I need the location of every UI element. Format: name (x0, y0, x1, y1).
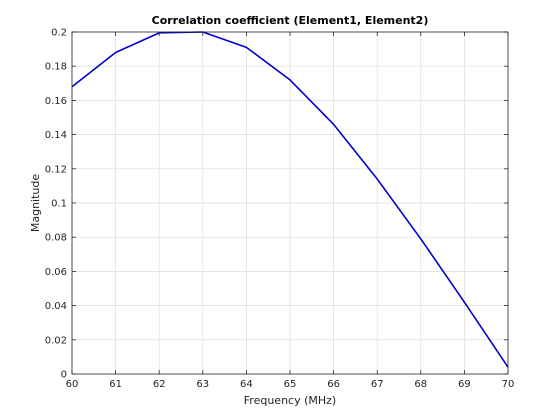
y-tick-label: 0.04 (45, 301, 67, 312)
y-tick-label: 0.14 (45, 130, 67, 141)
y-tick-label: 0.18 (45, 62, 67, 73)
series-lines (71, 31, 509, 368)
series-line (71, 31, 509, 368)
x-tick-label: 68 (414, 379, 427, 390)
y-tick-label: 0.2 (51, 28, 67, 39)
x-tick-label: 63 (196, 379, 209, 390)
y-tick-label: 0.1 (51, 199, 67, 210)
x-axis-label: Frequency (MHz) (244, 394, 336, 407)
y-tick-label: 0.16 (45, 96, 67, 107)
x-tick-label: 61 (109, 379, 122, 390)
y-tick-label: 0.06 (45, 267, 67, 278)
x-tick-label: 67 (371, 379, 384, 390)
chart-title: Correlation coefficient (Element1, Eleme… (152, 14, 429, 27)
y-tick-label: 0 (61, 370, 67, 381)
x-tick-labels: 60 61 62 63 64 65 66 67 68 69 70 (66, 379, 515, 390)
x-tick-label: 69 (458, 379, 471, 390)
y-axis-label: Magnitude (29, 174, 42, 233)
x-tick-label: 64 (240, 379, 253, 390)
x-tick-label: 60 (66, 379, 79, 390)
x-tick-label: 62 (153, 379, 166, 390)
x-tick-label: 70 (502, 379, 515, 390)
y-tick-label: 0.12 (45, 164, 67, 175)
x-tick-label: 66 (327, 379, 340, 390)
y-tick-label: 0.02 (45, 335, 67, 346)
ticks (71, 31, 509, 375)
y-tick-labels: 0 0.02 0.04 0.06 0.08 0.1 0.12 0.14 0.16 0.18 0.2 (45, 28, 67, 381)
y-tick-label: 0.08 (45, 233, 67, 244)
x-tick-label: 65 (284, 379, 297, 390)
